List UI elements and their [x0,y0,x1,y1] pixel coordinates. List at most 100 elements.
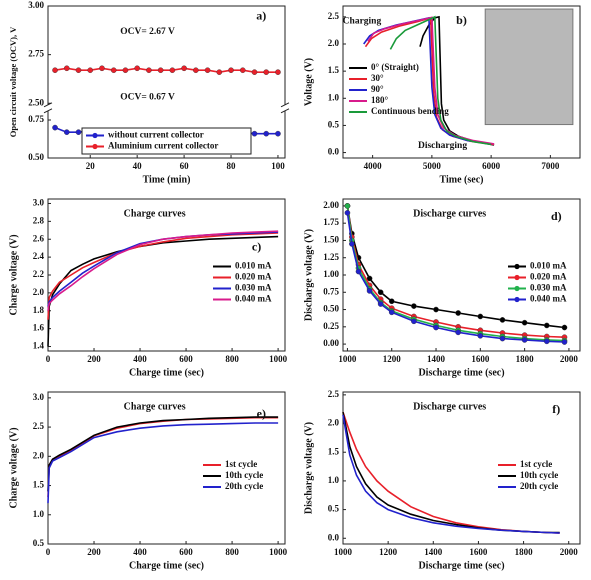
y-tick-label: 1.0 [33,509,45,519]
y-tick-label: 0.5 [328,119,340,129]
series-line [47,422,279,504]
y-tick-label: 0.0 [328,147,340,157]
y-tick-label: 1.5 [328,446,340,456]
x-tick-label: 1200 [383,354,402,364]
series-line [342,414,560,534]
panel: 4000 5000 6000 7000 0.0 0.5 1.0 1.5 2.0 2.5 Time (… [303,5,581,185]
y-tick-label: 2.5 [33,421,45,431]
x-tick-label: 1600 [471,354,490,364]
legend-label: 30° [371,73,384,83]
data-point [388,309,395,316]
legend-label: 90° [371,84,384,94]
series-line [346,212,565,343]
x-tick-label: 200 [87,547,101,557]
x-tick-label: 2000 [560,547,579,557]
data-point [157,67,164,74]
y-tick-label: 2.5 [328,11,340,21]
data-point [344,203,351,209]
data-point [52,124,58,131]
x-tick-label: 600 [179,547,193,557]
panel-label: d) [551,209,562,223]
y-tick-label: 1.0 [328,475,340,485]
panel-label: e) [257,407,266,421]
data-point [228,67,234,74]
legend-label: Aluminium current collector [108,141,218,151]
x-axis-label: Charge time (sec) [129,367,204,378]
x-tick-label: 7000 [541,161,560,171]
x-tick-label: 200 [87,354,101,364]
data-point [561,339,568,345]
x-tick-label: 0 [46,354,51,364]
data-point [349,241,355,247]
x-tick-label: 1200 [379,547,398,557]
y-tick-label: 1.4 [33,341,45,351]
y-tick-label: 1.75 [323,217,339,227]
data-point [275,130,281,137]
x-axis-label: Discharge time (sec) [418,560,504,571]
y-tick-label: 1.50 [323,235,339,245]
legend-label: 20th cycle [225,481,263,491]
data-point [477,332,484,339]
data-point [169,67,176,74]
data-point [87,67,94,74]
y-axis-label: Open circuit voltage (OCV), V [8,26,18,137]
data-point [99,65,105,72]
y-tick-label: 2.0 [33,450,45,460]
legend-label: 1st cycle [225,459,257,469]
legend-label: Continuous bending [371,106,449,116]
panel-label: f) [552,402,560,416]
y-tick-label: 2.8 [33,215,45,225]
y-tick-label: 0.0 [328,532,340,542]
data-point [355,268,362,275]
data-point [366,275,373,282]
data-point [63,129,70,135]
data-point [561,324,568,331]
x-tick-label: 2000 [560,354,579,364]
axis-break-mark [280,102,290,108]
legend-frame [81,127,252,155]
series-line [389,15,492,146]
y-tick-label: 1.8 [33,305,45,315]
data-point [263,130,270,137]
axis-break-gap [45,104,51,111]
y-tick-label: 2.0 [33,287,45,297]
x-tick-label: 800 [225,547,239,557]
y-tick-label: 2.75 [28,49,44,59]
data-point [521,337,528,343]
data-point [251,69,258,75]
x-tick-label: 1800 [516,354,535,364]
legend-label: 0.040 mA [235,294,272,304]
panel: 0 200 400 600 800 1000 0.5 1.0 1.5 2.0 2.5 3.0 Charg… [8,391,288,571]
data-point [499,335,506,342]
y-tick-label: 3.0 [33,392,45,402]
x-tick-label: 1000 [269,354,288,364]
axis-break-mark [280,108,290,114]
panel-label: b) [456,13,467,27]
panel: 20 40 60 80 100 0.50 0.75 2.50 2.75 3.00 Time (min… [8,0,290,185]
x-tick-label: 0 [46,547,51,557]
x-tick-label: 40 [133,161,143,171]
data-point [433,306,439,313]
data-point [146,67,152,74]
y-axis-label: Voltage (V) [303,58,314,106]
x-tick-label: 400 [133,547,147,557]
y-tick-label: 1.25 [323,252,339,262]
chart-title: Charge curves [124,208,186,219]
chart-title: Discharge curves [413,208,486,219]
x-tick-label: 800 [225,354,239,364]
x-tick-label: 600 [179,354,193,364]
legend-label: without current collector [108,130,204,140]
x-tick-label: 1600 [469,547,488,557]
x-tick-label: 1000 [338,354,357,364]
legend-label: 0° (Straight) [371,62,419,72]
data-point [411,303,417,309]
x-axis-label: Time (sec) [440,174,484,185]
legend-label: 0.010 mA [530,261,567,271]
annotation: Charging [343,16,382,26]
axis-break-gap [282,104,288,111]
data-point [110,67,117,74]
panel: 0 200 400 600 800 1000 1.4 1.6 1.8 2.0 2.2 2.4 2.6 2.… [8,198,287,379]
panel: 1000 1200 1400 1600 1800 2000 0.00 0.25 0.50 0.75… [303,198,581,378]
data-point [122,67,129,74]
y-tick-label: 2.00 [323,200,339,210]
